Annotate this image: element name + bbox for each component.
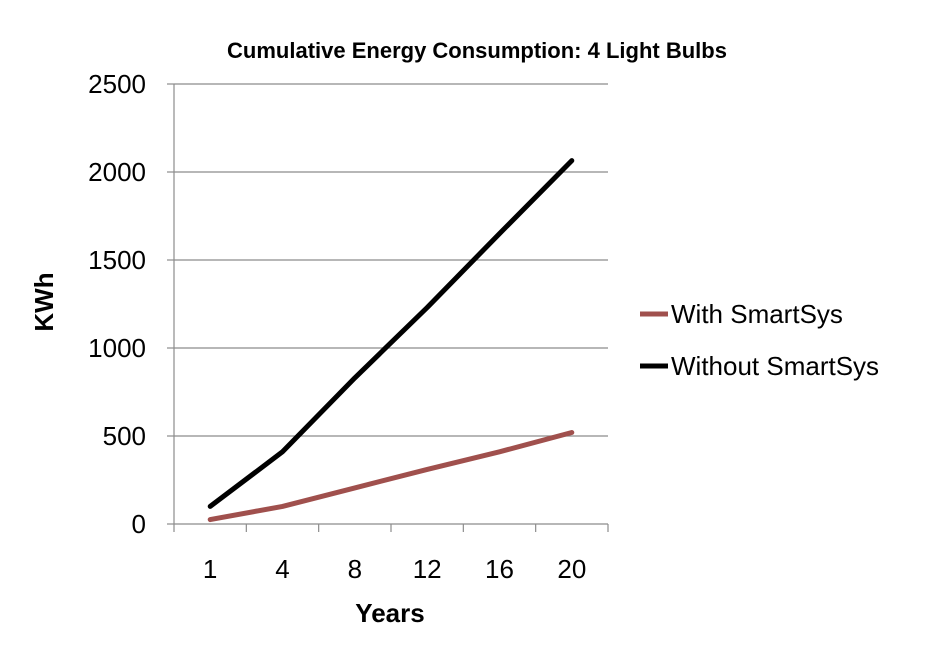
series-lines	[207, 158, 575, 523]
legend-label-0: With SmartSys	[671, 299, 843, 329]
y-tick-label: 2000	[88, 157, 146, 187]
series-line-1	[207, 158, 575, 509]
x-axis-label: Years	[355, 598, 424, 628]
legend-label-1: Without SmartSys	[671, 351, 879, 381]
legend: With SmartSys Without SmartSys	[640, 299, 879, 381]
x-tick-label: 16	[485, 554, 514, 584]
chart-title: Cumulative Energy Consumption: 4 Light B…	[227, 38, 727, 63]
y-axis-ticks: 0 500 1000 1500 2000 2500	[88, 69, 174, 539]
x-tick-label: 12	[413, 554, 442, 584]
series-line-0	[207, 430, 575, 523]
y-tick-label: 500	[103, 421, 146, 451]
y-tick-label: 0	[132, 509, 146, 539]
x-tick-label: 8	[348, 554, 362, 584]
y-tick-label: 2500	[88, 69, 146, 99]
x-tick-label: 20	[557, 554, 586, 584]
x-axis-ticks: 1 4 8 12 16 20	[173, 524, 609, 584]
gridlines	[174, 83, 608, 437]
x-tick-label: 4	[275, 554, 289, 584]
y-tick-label: 1500	[88, 245, 146, 275]
y-axis-label: KWh	[29, 272, 59, 331]
y-tick-label: 1000	[88, 333, 146, 363]
x-tick-label: 1	[203, 554, 217, 584]
